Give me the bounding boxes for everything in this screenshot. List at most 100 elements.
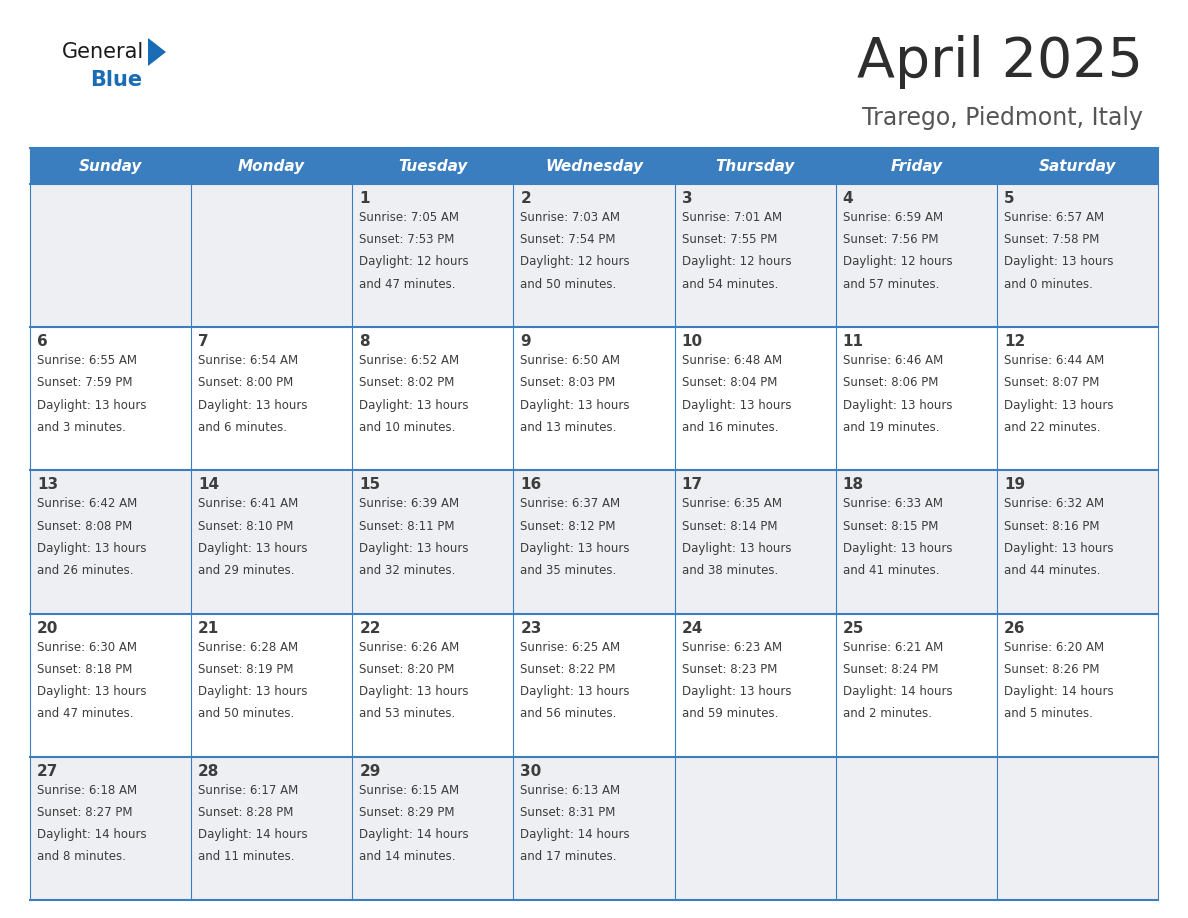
Text: 24: 24 xyxy=(682,621,703,635)
Text: and 54 minutes.: and 54 minutes. xyxy=(682,277,778,291)
Text: Daylight: 13 hours: Daylight: 13 hours xyxy=(359,398,469,411)
Text: 1: 1 xyxy=(359,191,369,206)
Text: Daylight: 14 hours: Daylight: 14 hours xyxy=(842,685,953,698)
Text: 6: 6 xyxy=(37,334,48,349)
Text: Sunrise: 6:50 AM: Sunrise: 6:50 AM xyxy=(520,354,620,367)
Text: and 0 minutes.: and 0 minutes. xyxy=(1004,277,1093,291)
Text: Sunrise: 6:23 AM: Sunrise: 6:23 AM xyxy=(682,641,782,654)
Text: Sunset: 7:58 PM: Sunset: 7:58 PM xyxy=(1004,233,1099,246)
Text: Daylight: 13 hours: Daylight: 13 hours xyxy=(520,398,630,411)
Text: Tuesday: Tuesday xyxy=(398,159,468,174)
Text: Daylight: 13 hours: Daylight: 13 hours xyxy=(682,685,791,698)
Text: and 11 minutes.: and 11 minutes. xyxy=(198,850,295,864)
Text: Daylight: 13 hours: Daylight: 13 hours xyxy=(682,542,791,554)
Text: 23: 23 xyxy=(520,621,542,635)
Text: and 50 minutes.: and 50 minutes. xyxy=(520,277,617,291)
Text: Sunrise: 7:01 AM: Sunrise: 7:01 AM xyxy=(682,211,782,224)
Text: Daylight: 13 hours: Daylight: 13 hours xyxy=(198,685,308,698)
Text: 27: 27 xyxy=(37,764,58,778)
Text: Sunset: 7:56 PM: Sunset: 7:56 PM xyxy=(842,233,939,246)
Text: 16: 16 xyxy=(520,477,542,492)
Text: Saturday: Saturday xyxy=(1038,159,1117,174)
Text: and 19 minutes.: and 19 minutes. xyxy=(842,420,940,434)
Text: Sunset: 7:54 PM: Sunset: 7:54 PM xyxy=(520,233,615,246)
Text: Daylight: 13 hours: Daylight: 13 hours xyxy=(1004,398,1113,411)
Text: Sunset: 7:59 PM: Sunset: 7:59 PM xyxy=(37,376,133,389)
Text: 20: 20 xyxy=(37,621,58,635)
Text: 17: 17 xyxy=(682,477,702,492)
Text: 9: 9 xyxy=(520,334,531,349)
Text: Daylight: 12 hours: Daylight: 12 hours xyxy=(842,255,953,268)
Text: Friday: Friday xyxy=(890,159,942,174)
Text: Sunrise: 6:20 AM: Sunrise: 6:20 AM xyxy=(1004,641,1104,654)
Text: Sunset: 8:19 PM: Sunset: 8:19 PM xyxy=(198,663,293,676)
Text: Daylight: 13 hours: Daylight: 13 hours xyxy=(520,542,630,554)
Text: and 59 minutes.: and 59 minutes. xyxy=(682,707,778,721)
Text: and 17 minutes.: and 17 minutes. xyxy=(520,850,617,864)
Text: Daylight: 12 hours: Daylight: 12 hours xyxy=(359,255,469,268)
Text: and 26 minutes.: and 26 minutes. xyxy=(37,564,133,577)
Text: Sunset: 8:27 PM: Sunset: 8:27 PM xyxy=(37,806,133,819)
Text: Sunset: 8:24 PM: Sunset: 8:24 PM xyxy=(842,663,939,676)
Text: Sunrise: 7:03 AM: Sunrise: 7:03 AM xyxy=(520,211,620,224)
Text: and 22 minutes.: and 22 minutes. xyxy=(1004,420,1100,434)
Text: Daylight: 13 hours: Daylight: 13 hours xyxy=(37,398,146,411)
Text: and 32 minutes.: and 32 minutes. xyxy=(359,564,456,577)
Text: Daylight: 14 hours: Daylight: 14 hours xyxy=(359,828,469,841)
Text: Sunrise: 6:54 AM: Sunrise: 6:54 AM xyxy=(198,354,298,367)
Text: Sunrise: 6:25 AM: Sunrise: 6:25 AM xyxy=(520,641,620,654)
Text: Daylight: 12 hours: Daylight: 12 hours xyxy=(520,255,630,268)
Text: Sunrise: 6:44 AM: Sunrise: 6:44 AM xyxy=(1004,354,1104,367)
Text: Sunrise: 6:35 AM: Sunrise: 6:35 AM xyxy=(682,498,782,510)
Text: Daylight: 13 hours: Daylight: 13 hours xyxy=(682,398,791,411)
Text: 14: 14 xyxy=(198,477,220,492)
Text: Sunrise: 6:55 AM: Sunrise: 6:55 AM xyxy=(37,354,137,367)
Text: Sunset: 8:02 PM: Sunset: 8:02 PM xyxy=(359,376,455,389)
Text: 10: 10 xyxy=(682,334,702,349)
Text: Sunrise: 6:39 AM: Sunrise: 6:39 AM xyxy=(359,498,460,510)
Text: Sunset: 8:31 PM: Sunset: 8:31 PM xyxy=(520,806,615,819)
Text: and 35 minutes.: and 35 minutes. xyxy=(520,564,617,577)
Text: Sunday: Sunday xyxy=(78,159,143,174)
Text: Daylight: 13 hours: Daylight: 13 hours xyxy=(842,542,953,554)
Text: Sunrise: 6:48 AM: Sunrise: 6:48 AM xyxy=(682,354,782,367)
Text: 29: 29 xyxy=(359,764,380,778)
Text: and 57 minutes.: and 57 minutes. xyxy=(842,277,939,291)
Bar xyxy=(30,613,1158,756)
Text: 13: 13 xyxy=(37,477,58,492)
Text: Daylight: 13 hours: Daylight: 13 hours xyxy=(359,542,469,554)
Bar xyxy=(30,148,191,184)
Bar xyxy=(835,148,997,184)
Text: Sunrise: 6:30 AM: Sunrise: 6:30 AM xyxy=(37,641,137,654)
Text: and 8 minutes.: and 8 minutes. xyxy=(37,850,126,864)
Text: and 50 minutes.: and 50 minutes. xyxy=(198,707,295,721)
Text: Sunrise: 6:32 AM: Sunrise: 6:32 AM xyxy=(1004,498,1104,510)
Text: and 47 minutes.: and 47 minutes. xyxy=(359,277,456,291)
Text: Daylight: 13 hours: Daylight: 13 hours xyxy=(520,685,630,698)
Text: Sunset: 8:04 PM: Sunset: 8:04 PM xyxy=(682,376,777,389)
Text: and 53 minutes.: and 53 minutes. xyxy=(359,707,455,721)
Text: Daylight: 14 hours: Daylight: 14 hours xyxy=(37,828,146,841)
Bar xyxy=(675,148,835,184)
Text: 30: 30 xyxy=(520,764,542,778)
Text: Daylight: 13 hours: Daylight: 13 hours xyxy=(37,685,146,698)
Text: Sunset: 8:06 PM: Sunset: 8:06 PM xyxy=(842,376,939,389)
Bar xyxy=(513,148,675,184)
Text: Sunrise: 6:46 AM: Sunrise: 6:46 AM xyxy=(842,354,943,367)
Text: Daylight: 13 hours: Daylight: 13 hours xyxy=(1004,255,1113,268)
Polygon shape xyxy=(148,38,166,66)
Text: 21: 21 xyxy=(198,621,220,635)
Text: and 44 minutes.: and 44 minutes. xyxy=(1004,564,1100,577)
Text: 8: 8 xyxy=(359,334,369,349)
Text: 25: 25 xyxy=(842,621,864,635)
Text: Sunrise: 6:26 AM: Sunrise: 6:26 AM xyxy=(359,641,460,654)
Text: 22: 22 xyxy=(359,621,381,635)
Text: 12: 12 xyxy=(1004,334,1025,349)
Text: Daylight: 12 hours: Daylight: 12 hours xyxy=(682,255,791,268)
Text: 26: 26 xyxy=(1004,621,1025,635)
Text: and 6 minutes.: and 6 minutes. xyxy=(198,420,287,434)
Bar xyxy=(30,184,1158,327)
Bar xyxy=(30,470,1158,613)
Text: and 38 minutes.: and 38 minutes. xyxy=(682,564,778,577)
Text: and 47 minutes.: and 47 minutes. xyxy=(37,707,133,721)
